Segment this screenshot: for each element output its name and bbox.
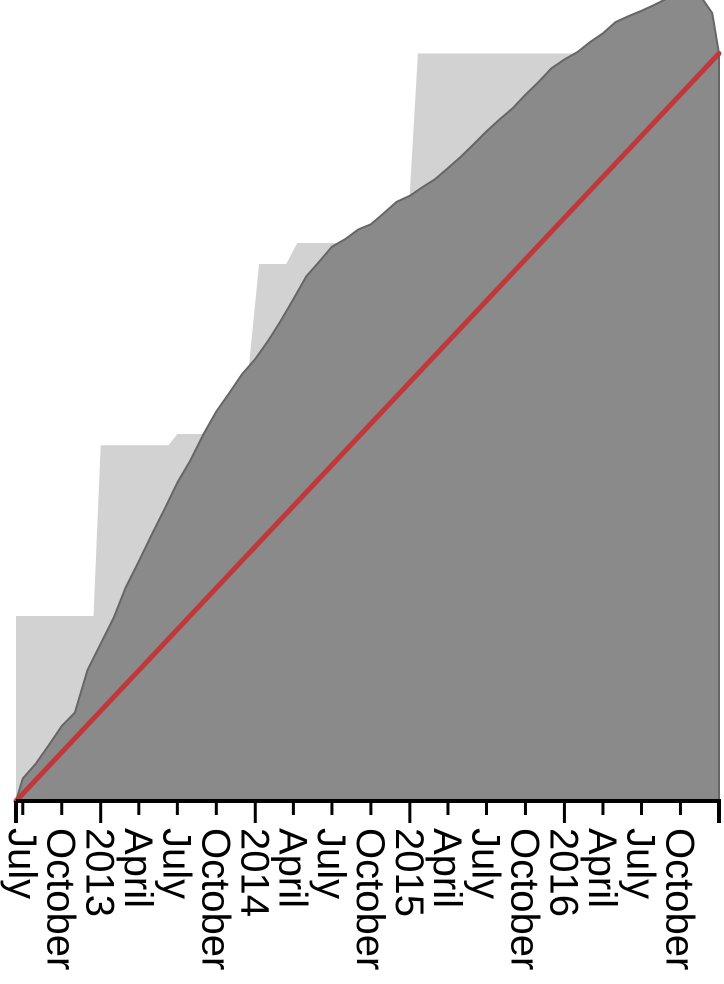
x-tick-label: July [464,828,508,899]
plot-areas [15,0,720,802]
x-tick-label: October [39,828,83,970]
x-tick-label: 2013 [78,828,122,917]
x-tick-label: April [425,828,469,908]
x-tick-label: October [348,828,392,970]
x-tick-label: July [619,828,663,899]
plot-lines [13,51,722,804]
x-tick-label: October [193,828,237,970]
x-axis: JulyOctober2013AprilJulyOctober2014April… [0,799,721,970]
x-tick-label: 2015 [387,828,431,917]
x-tick-label: July [309,828,353,899]
x-tick-label: April [116,828,160,908]
x-tick-label: 2014 [232,828,276,917]
x-tick-label: April [580,828,624,908]
x-tick-label: 2016 [541,828,585,917]
x-tick-label: October [502,828,546,970]
x-tick-label: October [657,828,701,970]
cumulative-area [15,0,720,802]
x-tick-label: April [270,828,314,908]
linear-target-line [13,51,722,804]
x-tick-label: July [0,828,44,899]
x-tick-label: July [154,828,198,899]
